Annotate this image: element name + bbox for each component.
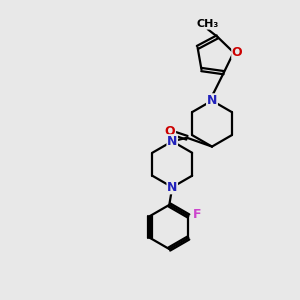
Text: N: N xyxy=(167,135,177,148)
Text: F: F xyxy=(192,208,201,221)
Text: O: O xyxy=(232,46,242,59)
Text: CH₃: CH₃ xyxy=(196,19,219,29)
Text: O: O xyxy=(165,125,175,138)
Text: N: N xyxy=(207,94,217,107)
Text: N: N xyxy=(167,181,177,194)
Text: N: N xyxy=(207,94,217,107)
